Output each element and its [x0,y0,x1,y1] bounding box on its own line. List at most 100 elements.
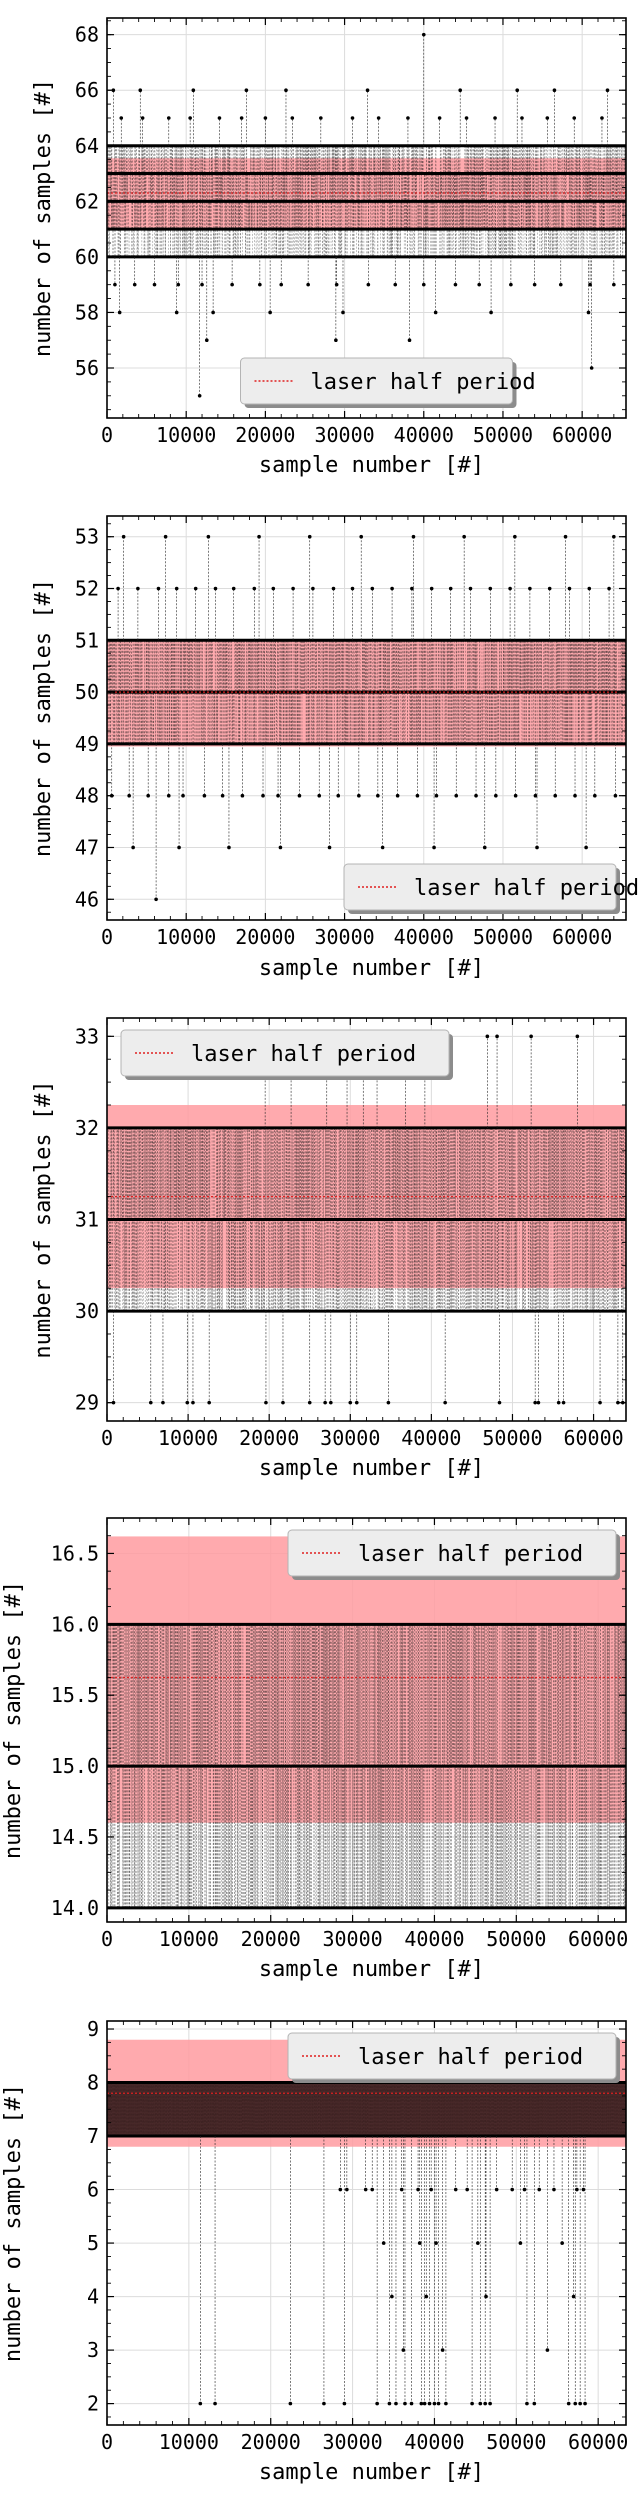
data-point [552,88,557,93]
y-tick-label: 29 [75,1391,99,1415]
data-point [276,793,280,798]
data-point [529,1034,533,1039]
x-tick-label: 60000 [552,423,612,447]
data-point [206,534,211,539]
data-point [494,793,498,798]
data-point [279,282,284,287]
data-point [227,845,231,850]
data-point [336,793,341,798]
data-point [415,793,420,798]
x-tick-label: 40000 [394,925,454,949]
data-point [464,116,469,120]
data-point [584,845,588,850]
axes-frame [106,17,627,419]
x-tick-label: 50000 [482,1426,542,1450]
legend-label: laser half period [414,876,639,901]
chart-panel-2: 0 10000 20000 30000 40000 50000 60000 46 47 48 49 5… [31,515,639,981]
legend-box [120,1029,450,1077]
data-point [573,793,577,798]
y-tick-label: 64 [75,134,99,158]
data-point [485,1034,490,1039]
y-axis-label: number of samples [#] [31,1080,56,1358]
data-point [520,116,524,120]
data-point [376,116,381,120]
data-point [437,116,442,120]
plot-area [107,1518,626,1922]
data-point [307,534,312,539]
data-point [567,586,572,591]
data-point [365,88,370,93]
data-point [370,586,375,591]
data-point [533,793,538,798]
data-point [536,1400,541,1405]
y-tick-label: 49 [75,732,99,756]
y-tick-label: 68 [75,23,99,47]
data-series-transitions [107,145,626,257]
data-point [612,534,616,539]
data-point [290,116,295,120]
y-tick-label: 48 [75,784,99,808]
y-tick-label: 32 [75,1116,99,1140]
data-point [493,116,497,120]
data-point [443,1400,447,1405]
y-tick-label: 50 [75,680,99,704]
data-point [281,1400,285,1405]
y-tick-label: 31 [75,1208,99,1232]
data-point [563,534,568,539]
data-point [513,793,518,798]
data-point [410,586,414,591]
data-point [509,282,513,287]
data-point [127,793,131,798]
data-point [154,897,158,902]
data-point [163,534,168,539]
data-point [421,282,426,287]
data-point [284,88,288,93]
data-point [429,586,434,591]
data-point [575,1034,580,1039]
data-point [462,534,466,539]
data-point [161,1400,165,1405]
data-point [113,282,117,287]
data-point [211,310,215,315]
x-tick-label: 60000 [552,925,612,949]
plot-area [107,516,626,920]
data-point [348,1400,353,1405]
data-point [528,586,532,591]
data-point [181,793,185,798]
data-point [468,586,473,591]
y-tick-label: 60 [75,245,99,269]
plot-area [107,1018,626,1421]
data-point [119,116,124,120]
data-point [166,793,171,798]
data-point [482,845,487,850]
data-point [366,282,371,287]
data-point [612,282,616,287]
data-point [121,534,126,539]
data-point [268,310,272,315]
data-point [297,793,302,798]
data-point [433,310,438,315]
data-point [329,1400,333,1405]
data-point [515,88,520,93]
legend-label: laser half period [191,1042,416,1067]
data-point [191,88,196,93]
data-point [535,845,539,850]
data-point [307,1400,312,1405]
y-tick-label: 46 [75,887,99,911]
data-point [390,586,394,591]
data-point [136,586,140,591]
legend: laser half period [343,863,639,914]
data-point [217,116,222,120]
data-point [311,586,315,591]
data-point [411,534,416,539]
x-tick-label: 30000 [320,1426,380,1450]
data-point [176,282,181,287]
y-tick-label: 52 [75,577,99,601]
legend: laser half period [240,357,536,408]
data-point [132,282,137,287]
data-point [261,793,265,798]
chart-panel-1: 0 10000 20000 30000 40000 50000 60000 56 58 60 62 6… [31,17,627,478]
x-tick-label: 50000 [473,925,533,949]
data-point [598,1400,602,1405]
data-point [508,586,512,591]
